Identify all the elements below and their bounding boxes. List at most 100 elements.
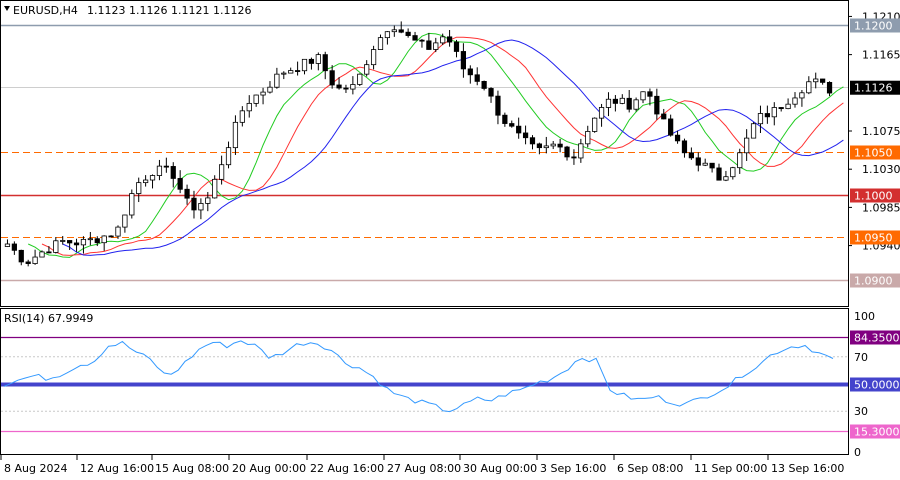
price-tick-label: 1.1075 [862, 125, 900, 138]
candle-body [619, 97, 625, 104]
candle-body [536, 143, 543, 149]
candle-body [18, 249, 24, 263]
level-tag-1.1000 [850, 188, 900, 203]
candle-body [329, 70, 335, 86]
rsi-tick-label: 100 [854, 310, 875, 323]
candle-body [398, 29, 404, 33]
candle-body [481, 80, 487, 89]
candle-body [136, 182, 142, 194]
candle-body [730, 167, 736, 178]
price-panel[interactable] [0, 0, 849, 307]
candle-body [60, 240, 66, 242]
time-tick-label: 6 Sep 08:00 [617, 462, 683, 475]
candle-body [219, 164, 225, 180]
candle-body [813, 78, 819, 83]
candle-body [633, 99, 639, 110]
time-tick-label: 27 Aug 08:00 [387, 462, 461, 475]
candle-body [433, 42, 439, 50]
candle-body [294, 70, 301, 72]
price-tick-label: 1.1165 [862, 49, 900, 62]
candle-body [453, 41, 460, 52]
current-price-text: 1.1126 [854, 82, 893, 95]
candle-body [516, 125, 522, 134]
level-tag-1.0950 [850, 230, 900, 245]
candle-body [668, 118, 674, 136]
rsi-panel[interactable] [0, 308, 849, 455]
time-tick-label: 30 Aug 00:00 [463, 462, 537, 475]
rsi-axis: 84.3500 50.0000 15.3000 100 70 30 0 [850, 310, 900, 459]
candle-body [198, 203, 204, 211]
candle-body [232, 121, 239, 149]
rsi-level-tag-text: 15.3000 [854, 426, 900, 439]
candle-body [32, 256, 38, 264]
time-tick-label: 13 Sep 16:00 [771, 462, 844, 475]
candle-body [177, 178, 183, 190]
candle-body [557, 143, 563, 148]
candle-body [509, 123, 515, 127]
candle-body [267, 86, 273, 93]
candle-body [191, 197, 197, 211]
candle-body [370, 49, 377, 66]
candle-body [598, 107, 605, 119]
candle-body [322, 54, 328, 72]
rsi-level-tag-15.3000 [850, 424, 900, 439]
candle-body [785, 103, 791, 110]
price-tick-label: 1.0985 [862, 201, 900, 214]
candle-body [820, 78, 826, 83]
level-tag-text: 1.0950 [854, 232, 893, 245]
candle-body [681, 140, 688, 154]
rsi-tick-label: 30 [854, 405, 868, 418]
candle-body [25, 261, 31, 264]
candle-body [39, 251, 45, 258]
rsi-level-tag-text: 50.0000 [854, 379, 900, 392]
candle-body [716, 167, 722, 181]
rsi-series-line [3, 340, 834, 413]
candle-body [53, 240, 59, 253]
candle-body [156, 165, 163, 176]
candle-body [11, 243, 17, 251]
candle-body [94, 238, 100, 244]
horizontal-levels [1, 24, 848, 433]
candle-body [695, 157, 701, 166]
candle-body [571, 156, 577, 159]
candle-body [467, 68, 473, 76]
candle-body [73, 242, 80, 246]
candle-body [578, 143, 584, 159]
candle-body [502, 114, 508, 124]
candle-body [826, 81, 833, 94]
candle-body [460, 51, 467, 70]
ma-line-slow [62, 39, 844, 256]
candle-body [260, 91, 266, 96]
level-tag-1.0900 [850, 273, 900, 288]
time-tick-label: 12 Aug 16:00 [80, 462, 154, 475]
candle-body [605, 98, 612, 108]
candle-body [170, 166, 176, 179]
candle-body [543, 145, 549, 149]
candle-body [184, 188, 190, 199]
candle-body [274, 73, 280, 88]
level-tag-text: 1.0900 [854, 275, 893, 288]
candle-body [488, 88, 494, 97]
ma-line-fast [27, 32, 844, 258]
candle-body [412, 35, 418, 41]
candle-body [750, 123, 757, 139]
rsi-level-tag-84.3500 [850, 330, 900, 345]
rsi-tick-label: 0 [854, 446, 861, 459]
candle-body [391, 29, 397, 33]
time-tick-label: 15 Aug 08:00 [155, 462, 229, 475]
candle-body [46, 251, 52, 254]
candle-body [384, 31, 391, 39]
candle-body [212, 178, 218, 199]
candle-body [612, 98, 618, 104]
candle-body [87, 238, 93, 241]
candle-body [674, 134, 681, 142]
candlesticks [4, 21, 833, 267]
symbol-dropdown-icon[interactable] [4, 6, 10, 11]
candle-body [778, 107, 784, 110]
candle-body [744, 137, 750, 154]
rsi-level-tag-text: 84.3500 [854, 332, 900, 345]
candle-body [764, 113, 770, 118]
level-tag-text: 1.1050 [854, 147, 893, 160]
candle-body [80, 238, 87, 246]
